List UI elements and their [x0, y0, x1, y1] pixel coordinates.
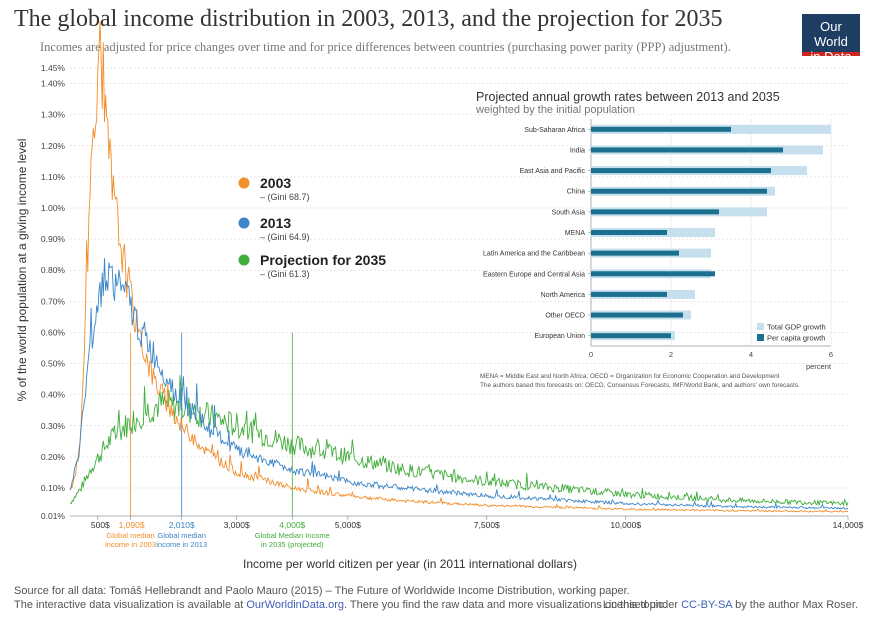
bar-per-capita-growth: [591, 168, 771, 174]
y-tick-label: 1.20%: [41, 141, 66, 151]
page-subtitle: Incomes are adjusted for price changes o…: [40, 40, 731, 54]
y-tick-label: 0.60%: [41, 327, 66, 337]
inset-category-label: European Union: [534, 333, 585, 340]
inset-note-1: MENA = Middle East and North Africa; OEC…: [480, 373, 780, 380]
inset-category-label: India: [570, 147, 585, 154]
bar-per-capita-growth: [591, 312, 683, 318]
logo-line-2: in Data: [810, 49, 852, 64]
median-note-2013: income in 2013: [156, 540, 207, 549]
inset-x-axis-label: percent: [806, 362, 832, 371]
owid-link[interactable]: OurWorldinData.org: [246, 599, 344, 611]
inset-category-label: China: [567, 189, 585, 196]
legend-gini-2013: – (Gini 64.9): [260, 232, 310, 242]
y-tick-label: 1.30%: [41, 110, 66, 120]
legend-gini-2035: – (Gini 61.3): [260, 269, 310, 279]
median-note-2003: income in 2003: [105, 540, 156, 549]
inset-category-label: Eastern Europe and Central Asia: [483, 271, 585, 278]
legend-dot-2003: [238, 177, 250, 189]
inset-x-tick-label: 4: [749, 350, 753, 359]
x-tick-label: 14,000$: [833, 520, 864, 530]
y-tick-label: 1.00%: [41, 203, 66, 213]
legend-label-2013: 2013: [260, 215, 291, 231]
y-tick-label: 0.70%: [41, 296, 66, 306]
viz-note-prefix: The interactive data visualization is av…: [14, 599, 247, 611]
legend-dot-2035: [238, 254, 250, 266]
inset-category-label: Sub-Saharan Africa: [524, 127, 585, 134]
bar-per-capita-growth: [591, 126, 731, 132]
inset-note-2: The authors based this forecasts on: OEC…: [480, 382, 800, 389]
median-note-2035: Global Median Income: [255, 531, 330, 540]
inset-legend-swatch: [757, 334, 764, 341]
owid-logo[interactable]: Our World in Data: [802, 14, 860, 64]
inset-category-label: East Asia and Pacific: [520, 168, 586, 175]
x-tick-label: 10,000$: [610, 520, 641, 530]
y-tick-label: 0.10%: [41, 483, 66, 493]
inset-title: Projected annual growth rates between 20…: [476, 90, 780, 104]
median-note-2013: Global median: [158, 531, 206, 540]
bar-per-capita-growth: [591, 291, 667, 297]
inset-category-label: MENA: [565, 230, 586, 237]
x-tick-label: 3,000$: [224, 520, 250, 530]
inset-x-tick-label: 0: [589, 350, 593, 359]
inset-x-tick-label: 6: [829, 350, 833, 359]
bar-per-capita-growth: [591, 271, 715, 277]
legend-label-2035: Projection for 2035: [260, 252, 386, 268]
inset-category-label: North America: [541, 292, 585, 299]
inset-category-label: Other OECD: [545, 313, 585, 320]
inset-legend-label: Per capita growth: [767, 334, 825, 343]
license-prefix: Licensed under: [602, 599, 682, 611]
bar-per-capita-growth: [591, 188, 767, 194]
bar-per-capita-growth: [591, 209, 719, 215]
x-tick-label: 500$: [91, 520, 110, 530]
y-axis-label: % of the world population at a giving in…: [15, 139, 29, 402]
legend-label-2003: 2003: [260, 175, 291, 191]
y-tick-label: 1.10%: [41, 172, 66, 182]
x-tick-label: 1,090$: [119, 520, 145, 530]
y-tick-label: 0.30%: [41, 421, 66, 431]
bar-per-capita-growth: [591, 250, 679, 256]
y-tick-label: 0.90%: [41, 234, 66, 244]
source-note: Source for all data: Tomáš Hellebrandt a…: [14, 585, 630, 597]
viz-note: The interactive data visualization is av…: [14, 599, 667, 611]
series-line-2003: [69, 21, 849, 513]
page-title: The global income distribution in 2003, …: [14, 6, 723, 32]
x-tick-label: 7,500$: [474, 520, 500, 530]
y-tick-label: 1.45%: [41, 63, 66, 73]
viz-note-suffix: . There you find the raw data and more v…: [343, 599, 667, 611]
inset-category-label: South Asia: [552, 209, 586, 216]
license-note: Licensed under CC-BY-SA by the author Ma…: [603, 599, 858, 611]
x-axis-label: Income per world citizen per year (in 20…: [243, 557, 577, 571]
y-tick-label: 0.80%: [41, 265, 66, 275]
x-tick-label: 5,000$: [335, 520, 361, 530]
bar-per-capita-growth: [591, 230, 667, 235]
series-line-2013: [69, 258, 849, 510]
license-suffix: by the author Max Roser.: [732, 599, 858, 611]
median-note-2003: Global median: [106, 531, 154, 540]
inset-subtitle: weighted by the initial population: [475, 104, 635, 116]
y-tick-label: 0.50%: [41, 359, 66, 369]
median-note-2035: in 2035 (projected): [261, 540, 324, 549]
legend-dot-2013: [238, 217, 250, 229]
y-tick-label: 0.40%: [41, 390, 66, 400]
inset-category-label: Latin America and the Caribbean: [483, 251, 585, 258]
inset-legend-swatch: [757, 323, 764, 330]
logo-line-1: Our World: [814, 19, 848, 49]
bar-per-capita-growth: [591, 147, 783, 153]
legend-gini-2003: – (Gini 68.7): [260, 192, 310, 202]
inset-legend-label: Total GDP growth: [767, 323, 826, 332]
inset-x-tick-label: 2: [669, 350, 673, 359]
y-tick-label: 0.20%: [41, 452, 66, 462]
license-link[interactable]: CC-BY-SA: [681, 599, 733, 611]
y-tick-label: 1.40%: [41, 79, 66, 89]
y-tick-label: 0.01%: [41, 511, 66, 521]
x-tick-label: 4,000$: [279, 520, 305, 530]
bar-per-capita-growth: [591, 333, 671, 339]
x-tick-label: 2,010$: [169, 520, 195, 530]
